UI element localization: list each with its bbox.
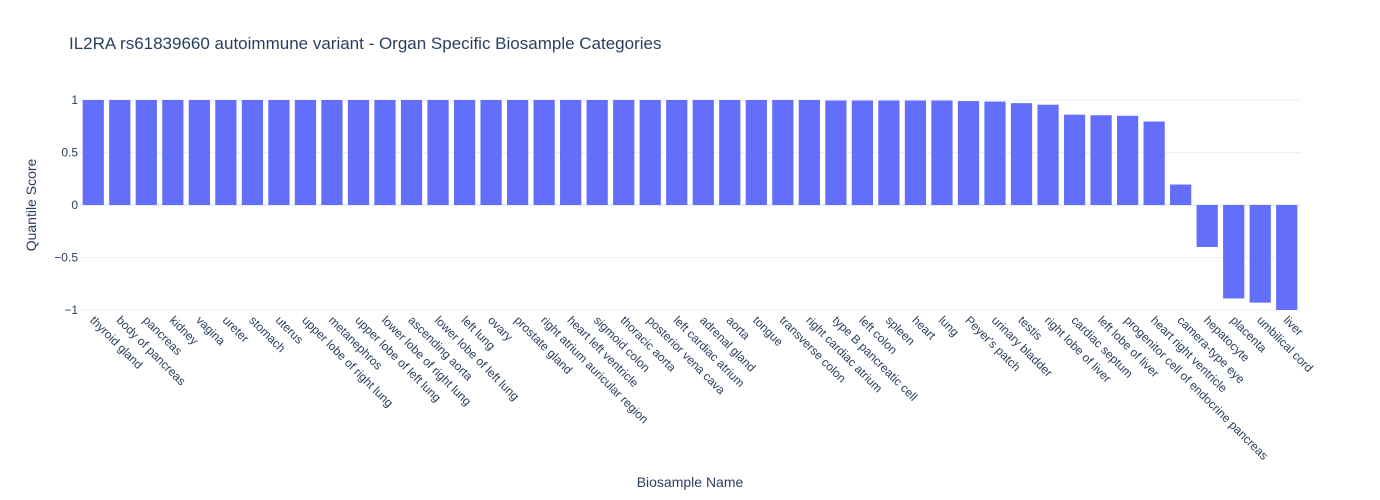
bar[interactable] <box>586 100 608 205</box>
bar[interactable] <box>851 100 873 205</box>
bar[interactable] <box>931 100 953 205</box>
bar[interactable] <box>560 100 582 205</box>
bar[interactable] <box>1063 114 1086 205</box>
bar[interactable] <box>533 100 555 205</box>
bar[interactable] <box>1117 115 1139 205</box>
bar[interactable] <box>453 100 476 205</box>
bar[interactable] <box>1223 205 1245 299</box>
y-tick-label: −1 <box>64 303 78 317</box>
bar[interactable] <box>798 100 820 205</box>
bar[interactable] <box>1090 115 1112 205</box>
bar[interactable] <box>374 100 396 205</box>
bar[interactable] <box>772 100 794 205</box>
bar[interactable] <box>215 100 237 205</box>
bar-series <box>82 100 1298 310</box>
bar[interactable] <box>400 100 423 205</box>
x-axis-title: Biosample Name <box>637 474 744 490</box>
bar[interactable] <box>294 100 317 205</box>
bar[interactable] <box>957 101 980 205</box>
bar[interactable] <box>268 100 290 205</box>
bar[interactable] <box>241 100 263 205</box>
bar[interactable] <box>135 100 157 205</box>
bar[interactable] <box>904 100 927 205</box>
bar[interactable] <box>1143 121 1165 205</box>
bar[interactable] <box>613 100 635 205</box>
bar[interactable] <box>1249 205 1271 303</box>
y-tick-label: 0 <box>71 198 78 212</box>
bar[interactable] <box>507 100 529 205</box>
bar[interactable] <box>109 100 131 205</box>
bar[interactable] <box>692 100 714 205</box>
bar[interactable] <box>745 100 767 205</box>
bar[interactable] <box>188 100 210 205</box>
x-tick-label: lung <box>936 313 962 339</box>
bar[interactable] <box>1196 205 1218 247</box>
chart-title: IL2RA rs61839660 autoimmune variant - Or… <box>69 34 662 53</box>
bar[interactable] <box>347 100 370 205</box>
bar[interactable] <box>480 100 502 205</box>
bar[interactable] <box>82 100 104 205</box>
y-axis-ticks: 1 0.5 0 −0.5 −1 <box>54 93 78 317</box>
y-tick-label: 0.5 <box>61 146 78 160</box>
y-tick-label: −0.5 <box>54 251 78 265</box>
bar[interactable] <box>825 100 847 205</box>
bar[interactable] <box>666 100 688 205</box>
y-tick-label: 1 <box>71 93 78 107</box>
bar[interactable] <box>1037 104 1059 205</box>
bar[interactable] <box>1010 103 1033 205</box>
bar[interactable] <box>427 100 449 205</box>
bar[interactable] <box>719 100 741 205</box>
bar[interactable] <box>639 100 661 205</box>
bar[interactable] <box>162 100 184 205</box>
bar[interactable] <box>321 100 343 205</box>
y-axis-title: Quantile Score <box>23 158 39 251</box>
bar[interactable] <box>1276 205 1298 310</box>
bar[interactable] <box>984 101 1006 205</box>
bar[interactable] <box>878 100 900 205</box>
bar[interactable] <box>1170 184 1192 205</box>
